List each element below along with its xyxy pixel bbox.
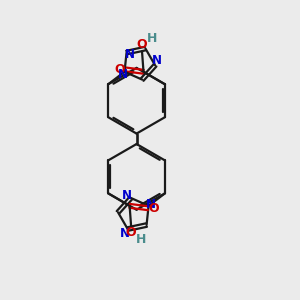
Text: N: N [146,198,156,211]
Text: N: N [120,227,130,240]
Text: N: N [125,48,135,61]
Text: N: N [152,54,162,67]
Text: N: N [118,68,128,81]
Text: H: H [136,233,146,246]
Text: H: H [146,32,157,44]
Text: O: O [114,63,125,76]
Text: O: O [148,202,159,215]
Text: N: N [122,188,131,202]
Text: O: O [137,38,147,51]
Text: O: O [126,226,136,239]
